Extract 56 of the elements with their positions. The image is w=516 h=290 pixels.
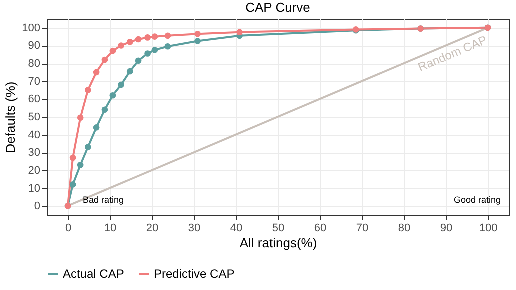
y-tick-label: 50 [28, 112, 40, 124]
point [118, 42, 124, 49]
y-tick-label: 0 [34, 200, 40, 213]
point [110, 92, 116, 99]
legend-label: Predictive CAP [154, 267, 235, 281]
point [164, 43, 172, 50]
point [93, 124, 100, 131]
x-tick-label: 0 [65, 222, 72, 234]
x-tick-label: 10 [104, 222, 117, 234]
point [127, 68, 134, 75]
point [236, 29, 243, 36]
point [85, 87, 92, 94]
point [135, 58, 142, 64]
point [85, 144, 92, 150]
point [194, 38, 201, 44]
x-tick-label: 30 [188, 222, 201, 234]
point [144, 50, 151, 57]
y-tick-label: 40 [28, 129, 40, 142]
point [127, 39, 134, 46]
point [152, 47, 158, 54]
y-tick-label: 70 [28, 76, 40, 88]
x-tick-label: 80 [398, 222, 411, 234]
point [93, 69, 100, 76]
point [110, 48, 116, 54]
x-tick-label: 100 [479, 222, 498, 234]
point [77, 114, 84, 122]
point [152, 34, 158, 40]
y-tick-label: 80 [28, 58, 40, 70]
y-tick-label: 10 [28, 182, 40, 195]
y-tick-label: 90 [28, 40, 40, 52]
point [102, 56, 108, 64]
point [102, 106, 108, 114]
point [164, 32, 172, 40]
point [135, 36, 142, 43]
x-tick-label: 40 [230, 222, 243, 234]
y-tick-label: 60 [28, 94, 40, 106]
point [194, 30, 201, 38]
x-tick-label: 60 [314, 222, 327, 234]
point [118, 82, 124, 88]
legend-label: Actual CAP [63, 267, 124, 281]
point [77, 162, 84, 168]
chart-title: CAP Curve [246, 0, 310, 15]
y-tick-label: 20 [28, 164, 40, 177]
point [70, 182, 76, 188]
x-tick-label: 90 [440, 222, 453, 234]
x-tick-label: 50 [272, 222, 285, 234]
x-tick-label: 20 [146, 222, 159, 234]
x-axis-title: All ratings(%) [240, 236, 318, 250]
y-axis-title: Defaults (%) [3, 82, 18, 154]
point [70, 154, 76, 162]
y-tick-label: 30 [28, 147, 40, 160]
annotation: Bad rating [83, 195, 124, 205]
y-tick-label: 100 [22, 22, 40, 34]
x-tick-label: 70 [356, 222, 369, 234]
annotation: Good rating [454, 195, 501, 205]
point [144, 34, 151, 41]
